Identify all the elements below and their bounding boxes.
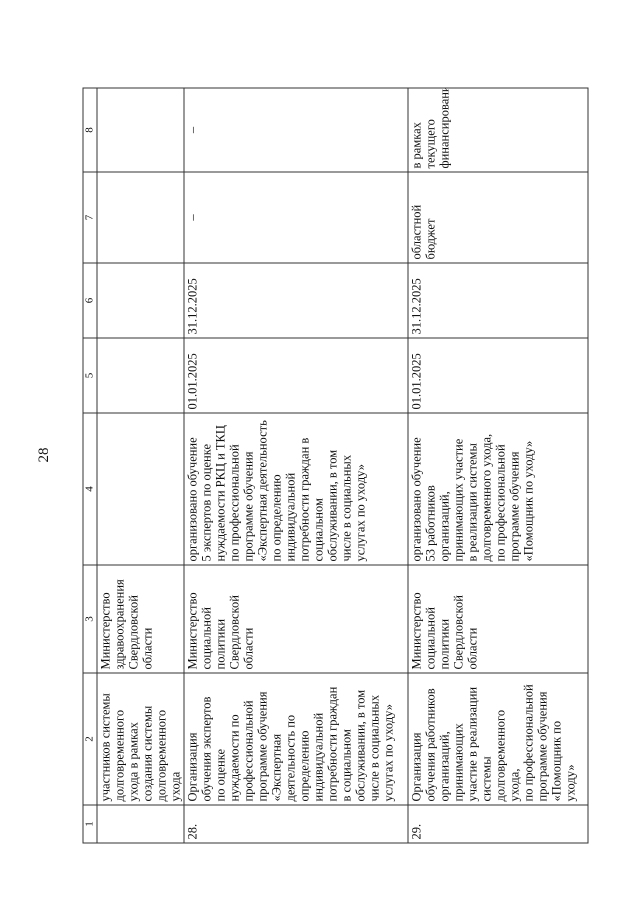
- rotated-table-container: 1 2 3 4 5 6 7 8 участников системы долго…: [82, 87, 588, 843]
- activity-cell: Организация обучения экспертов по оценке…: [183, 672, 408, 805]
- row-number: 29.: [407, 804, 588, 843]
- executor-cell: Министерство здравоохранения Свердловско…: [96, 564, 184, 673]
- table-row: 28. Организация обучения экспертов по оц…: [183, 87, 408, 843]
- header-cell: 3: [82, 564, 97, 673]
- header-cell: 5: [82, 337, 97, 413]
- row-number: [96, 804, 184, 843]
- row-number: 28.: [183, 804, 408, 843]
- activity-cell: Организация обучения работников организа…: [407, 672, 588, 805]
- header-cell: 2: [82, 672, 97, 805]
- table-row: 29. Организация обучения работников орга…: [407, 87, 588, 843]
- amount-cell: –: [183, 87, 408, 172]
- source-cell: [96, 171, 184, 263]
- table-row: участников системы долговременного ухода…: [96, 87, 184, 843]
- start-date-cell: 01.01.2025: [183, 337, 408, 413]
- activity-cell: участников системы долговременного ухода…: [96, 672, 184, 805]
- amount-cell: [96, 87, 184, 172]
- source-cell: областной бюджет: [407, 171, 588, 263]
- end-date-cell: [96, 262, 184, 338]
- source-cell: –: [183, 171, 408, 263]
- executor-cell: Министерство социальной политики Свердло…: [407, 564, 588, 673]
- end-date-cell: 31.12.2025: [407, 262, 588, 338]
- start-date-cell: [96, 337, 184, 413]
- start-date-cell: 01.01.2025: [407, 337, 588, 413]
- header-cell: 7: [82, 171, 97, 263]
- header-cell: 6: [82, 262, 97, 338]
- page-number: 28: [36, 447, 52, 463]
- result-cell: [96, 412, 184, 565]
- executor-cell: Министерство социальной политики Свердло…: [183, 564, 408, 673]
- result-cell: организовано обучение 5 экспертов по оце…: [183, 412, 408, 565]
- end-date-cell: 31.12.2025: [183, 262, 408, 338]
- result-cell: организовано обучение 53 работников орга…: [407, 412, 588, 565]
- header-cell: 1: [82, 804, 97, 843]
- header-cell: 4: [82, 412, 97, 565]
- measures-table: 1 2 3 4 5 6 7 8 участников системы долго…: [82, 87, 588, 843]
- header-cell: 8: [82, 87, 97, 172]
- table-header-row: 1 2 3 4 5 6 7 8: [82, 87, 97, 843]
- amount-cell: в рамках текущего финансирования: [407, 87, 588, 172]
